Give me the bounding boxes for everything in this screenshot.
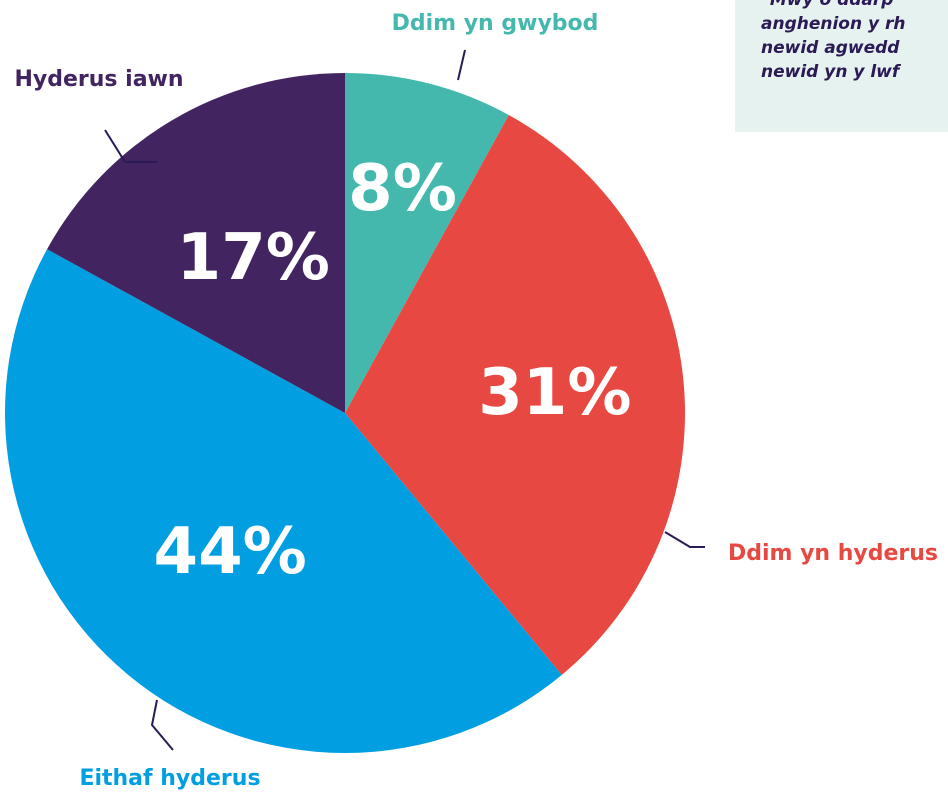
category-label-ddim-yn-gwybod: Ddim yn gwybod — [392, 11, 599, 36]
category-label-hyderus-iawn: Hyderus iawn — [14, 67, 183, 92]
category-label-eithaf-hyderus: Eithaf hyderus — [79, 766, 260, 791]
quote-line: "Mwy o ddarp — [761, 0, 894, 10]
category-labels-layer: Ddim yn gwybod Ddim yn hyderus Eithaf hyde… — [14, 11, 938, 791]
leader-lines-layer — [104, 49, 705, 751]
pie-slice-ddim-yn-hyderus — [345, 115, 685, 675]
leader-line-eithaf-hyderus — [150, 699, 174, 751]
leader-line-hyderus-iawn — [104, 129, 157, 163]
pie-slice-eithaf-hyderus — [4, 249, 562, 754]
value-labels-layer: 8% 31% 44% 17% — [154, 152, 632, 589]
pie-slice-ddim-yn-gwybod — [345, 73, 509, 413]
leader-line-ddim-yn-gwybod — [457, 49, 466, 81]
leader-line-ddim-yn-hyderus — [664, 531, 705, 548]
category-label-ddim-yn-hyderus: Ddim yn hyderus — [728, 541, 938, 566]
value-label-hyderus-iawn: 17% — [177, 221, 330, 295]
quote-box: "Mwy o ddarp anghenion y rh newid agwedd… — [735, 0, 948, 132]
quote-line: newid yn y lwf — [761, 62, 900, 82]
value-label-ddim-yn-gwybod: 8% — [348, 152, 457, 226]
quote-line: newid agwedd — [761, 38, 900, 58]
quote-line: anghenion y rh — [761, 14, 906, 34]
value-label-ddim-yn-hyderus: 31% — [478, 356, 631, 430]
value-label-eithaf-hyderus: 44% — [154, 515, 307, 589]
